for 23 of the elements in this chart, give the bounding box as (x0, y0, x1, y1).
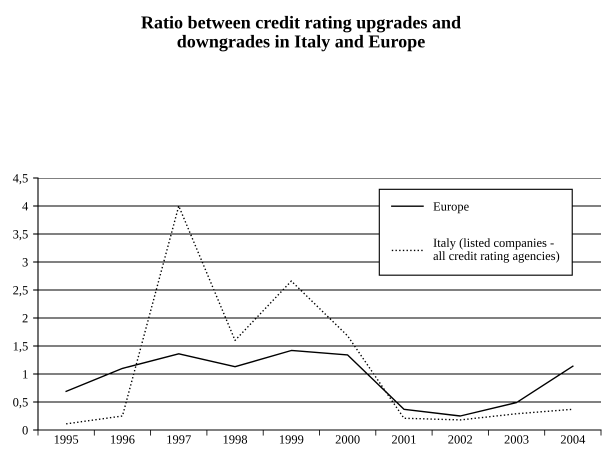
y-tick-label: 0,5 (13, 398, 28, 408)
y-tick-label: 1,5 (14, 342, 28, 352)
chart-title: Ratio between credit rating upgrades and downgrades in Italy and Europe (141, 16, 461, 52)
x-tick-label: 2003 (504, 435, 529, 444)
y-tick-label: 3,5 (13, 230, 28, 240)
y-tick-label: 1 (23, 370, 28, 378)
y-tick-label: 4,5 (12, 174, 28, 184)
y-tick-label: 4 (22, 202, 28, 210)
legend-label: Europe (433, 202, 469, 214)
y-tick-label: 2 (22, 314, 28, 322)
y-tick-label: 2,5 (13, 286, 28, 296)
x-tick-label: 1997 (167, 435, 191, 444)
x-tick-label: 1995 (54, 435, 78, 444)
x-tick-label: 1998 (224, 435, 248, 444)
x-tick-label: 1996 (111, 435, 135, 444)
y-tick-label: 3 (22, 258, 28, 266)
legend-label: Italy (listed companies - all credit rating agencies) (433, 238, 560, 263)
x-tick-label: 2004 (560, 435, 586, 444)
x-tick-label: 1999 (280, 435, 304, 444)
x-tick-label: 2001 (392, 435, 416, 444)
x-tick-label: 2000 (336, 435, 360, 444)
x-tick-label: 2002 (448, 435, 472, 444)
y-tick-label: 0 (22, 426, 28, 434)
